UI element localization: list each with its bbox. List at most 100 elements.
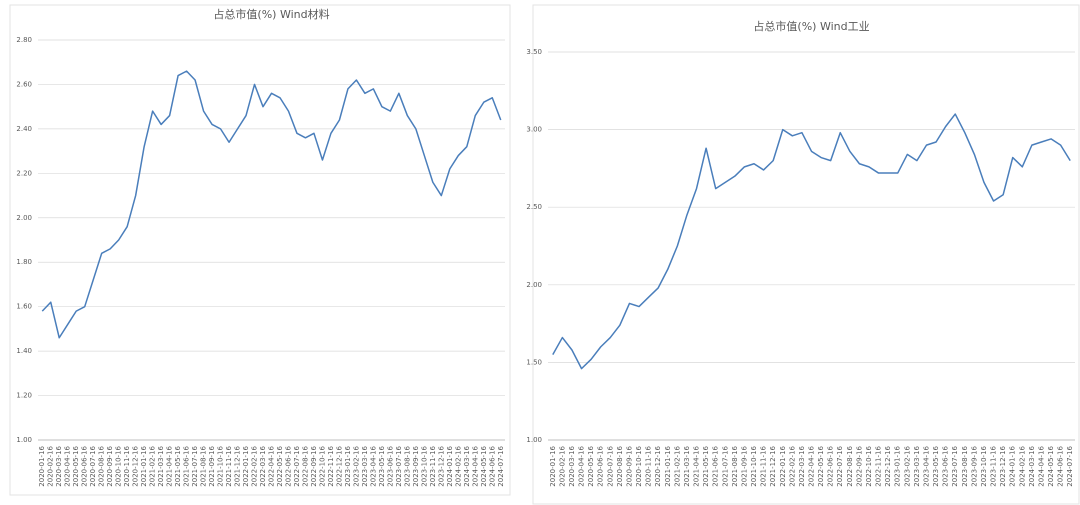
x-tick-label: 2022-07-16 (836, 445, 844, 486)
x-tick-label: 2024-02-16 (454, 445, 462, 486)
x-tick-label: 2022-05-16 (276, 445, 284, 486)
x-tick-label: 2021-06-16 (712, 445, 720, 486)
x-tick-label: 2021-03-16 (157, 445, 165, 486)
x-tick-label: 2020-07-16 (89, 445, 97, 486)
y-tick-label: 2.00 (16, 214, 32, 222)
series-line (41, 70, 502, 339)
y-tick-label: 2.00 (526, 281, 542, 289)
x-tick-label: 2021-09-16 (740, 445, 748, 486)
x-tick-label: 2024-01-16 (446, 445, 454, 486)
x-tick-label: 2022-02-16 (251, 445, 259, 486)
x-tick-label: 2020-01-16 (38, 445, 46, 486)
x-tick-label: 2020-04-16 (578, 445, 586, 486)
x-tick-label: 2020-05-16 (72, 445, 80, 486)
x-tick-label: 2024-05-16 (480, 445, 488, 486)
x-tick-label: 2022-03-16 (798, 445, 806, 486)
x-tick-label: 2020-07-16 (606, 445, 614, 486)
x-tick-label: 2023-05-16 (932, 445, 940, 486)
x-tick-label: 2023-09-16 (970, 445, 978, 486)
x-tick-label: 2021-08-16 (200, 445, 208, 486)
x-tick-label: 2022-02-16 (788, 445, 796, 486)
x-tick-label: 2021-04-16 (693, 445, 701, 486)
x-tick-label: 2022-12-16 (335, 445, 343, 486)
x-tick-label: 2020-05-16 (587, 445, 595, 486)
x-tick-label: 2022-07-16 (293, 445, 301, 486)
x-tick-label: 2024-06-16 (1057, 445, 1065, 486)
x-tick-label: 2022-05-16 (817, 445, 825, 486)
x-tick-label: 2021-04-16 (166, 445, 174, 486)
x-tick-label: 2023-07-16 (951, 445, 959, 486)
y-tick-label: 2.40 (16, 125, 32, 133)
x-tick-label: 2020-03-16 (55, 445, 63, 486)
chart-title: 占总市值(%) Wind材料 (213, 7, 329, 21)
x-tick-label: 2023-02-16 (903, 445, 911, 486)
x-tick-label: 2023-09-16 (412, 445, 420, 486)
x-tick-label: 2023-07-16 (395, 445, 403, 486)
x-tick-label: 2023-06-16 (942, 445, 950, 486)
x-tick-label: 2022-08-16 (846, 445, 854, 486)
x-tick-label: 2024-03-16 (1028, 445, 1036, 486)
x-tick-label: 2022-04-16 (808, 445, 816, 486)
x-tick-label: 2024-01-16 (1009, 445, 1017, 486)
x-tick-label: 2024-06-16 (488, 445, 496, 486)
x-tick-label: 2020-10-16 (115, 445, 123, 486)
series-line (552, 113, 1071, 370)
x-tick-label: 2021-10-16 (750, 445, 758, 486)
x-tick-label: 2023-11-16 (990, 445, 998, 486)
x-tick-label: 2020-11-16 (123, 445, 131, 486)
x-tick-label: 2023-03-16 (361, 445, 369, 486)
x-tick-label: 2023-12-16 (999, 445, 1007, 486)
x-tick-label: 2020-02-16 (558, 445, 566, 486)
x-tick-label: 2022-12-16 (884, 445, 892, 486)
x-tick-label: 2023-02-16 (352, 445, 360, 486)
x-tick-label: 2023-03-16 (913, 445, 921, 486)
x-tick-label: 2023-04-16 (369, 445, 377, 486)
x-tick-label: 2021-05-16 (174, 445, 182, 486)
x-tick-label: 2021-01-16 (140, 445, 148, 486)
x-tick-label: 2024-02-16 (1018, 445, 1026, 486)
x-tick-label: 2020-11-16 (645, 445, 653, 486)
x-tick-label: 2023-05-16 (378, 445, 386, 486)
x-tick-label: 2023-11-16 (429, 445, 437, 486)
x-tick-label: 2021-02-16 (673, 445, 681, 486)
y-tick-label: 2.20 (16, 169, 32, 177)
x-tick-label: 2023-04-16 (922, 445, 930, 486)
x-tick-label: 2022-10-16 (318, 445, 326, 486)
x-tick-label: 2021-06-16 (183, 445, 191, 486)
x-tick-label: 2024-04-16 (1037, 445, 1045, 486)
panel (9, 4, 511, 496)
x-tick-label: 2020-06-16 (81, 445, 89, 486)
x-tick-label: 2021-02-16 (149, 445, 157, 486)
x-tick-label: 2023-12-16 (437, 445, 445, 486)
y-tick-label: 3.50 (526, 48, 542, 56)
y-tick-label: 2.50 (526, 203, 542, 211)
x-tick-label: 2020-04-16 (64, 445, 72, 486)
x-tick-label: 2022-06-16 (827, 445, 835, 486)
x-tick-label: 2021-08-16 (731, 445, 739, 486)
x-tick-label: 2022-09-16 (310, 445, 318, 486)
x-tick-label: 2021-01-16 (664, 445, 672, 486)
x-tick-label: 2022-06-16 (284, 445, 292, 486)
x-tick-label: 2023-08-16 (961, 445, 969, 486)
x-tick-label: 2023-10-16 (420, 445, 428, 486)
x-tick-label: 2023-08-16 (403, 445, 411, 486)
x-tick-label: 2023-01-16 (894, 445, 902, 486)
x-tick-label: 2020-12-16 (654, 445, 662, 486)
panel (532, 4, 1080, 505)
x-tick-label: 2022-11-16 (875, 445, 883, 486)
x-tick-label: 2024-07-16 (1066, 445, 1074, 486)
x-tick-label: 2023-01-16 (344, 445, 352, 486)
x-tick-label: 2020-12-16 (132, 445, 140, 486)
x-tick-label: 2021-12-16 (769, 445, 777, 486)
x-tick-label: 2021-12-16 (234, 445, 242, 486)
x-tick-label: 2020-10-16 (635, 445, 643, 486)
x-tick-label: 2020-01-16 (549, 445, 557, 486)
y-tick-label: 1.20 (16, 392, 32, 400)
x-tick-label: 2020-02-16 (47, 445, 55, 486)
x-tick-label: 2020-03-16 (568, 445, 576, 486)
y-tick-label: 1.80 (16, 258, 32, 266)
x-tick-label: 2022-11-16 (327, 445, 335, 486)
x-tick-label: 2024-03-16 (463, 445, 471, 486)
